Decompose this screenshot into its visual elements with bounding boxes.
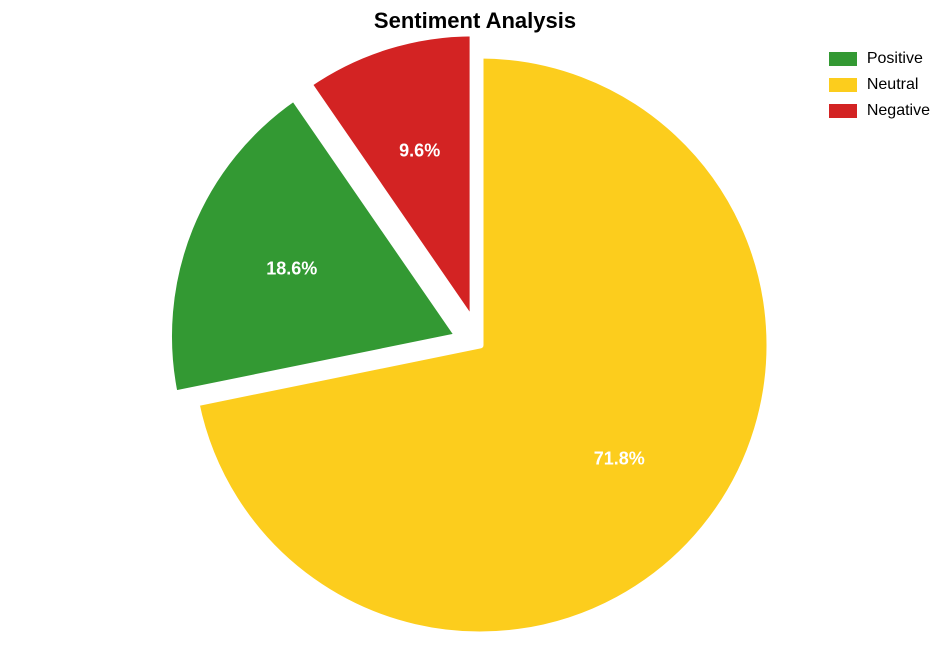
- slice-label-negative: 9.6%: [399, 141, 440, 162]
- pie-svg: [0, 0, 950, 662]
- legend-item-positive: Positive: [829, 48, 930, 70]
- slice-label-positive: 18.6%: [266, 259, 317, 280]
- legend-item-neutral: Neutral: [829, 74, 930, 96]
- legend-label: Neutral: [867, 76, 919, 94]
- pie-area: 71.8% 18.6% 9.6%: [0, 0, 950, 662]
- legend-swatch-icon: [829, 78, 857, 92]
- legend: Positive Neutral Negative: [829, 48, 930, 126]
- legend-label: Positive: [867, 50, 923, 68]
- legend-label: Negative: [867, 102, 930, 120]
- slice-label-neutral: 71.8%: [594, 448, 645, 469]
- legend-item-negative: Negative: [829, 100, 930, 122]
- legend-swatch-icon: [829, 104, 857, 118]
- sentiment-pie-chart: Sentiment Analysis 71.8%18.6%9.6% Positi…: [0, 0, 950, 662]
- legend-swatch-icon: [829, 52, 857, 66]
